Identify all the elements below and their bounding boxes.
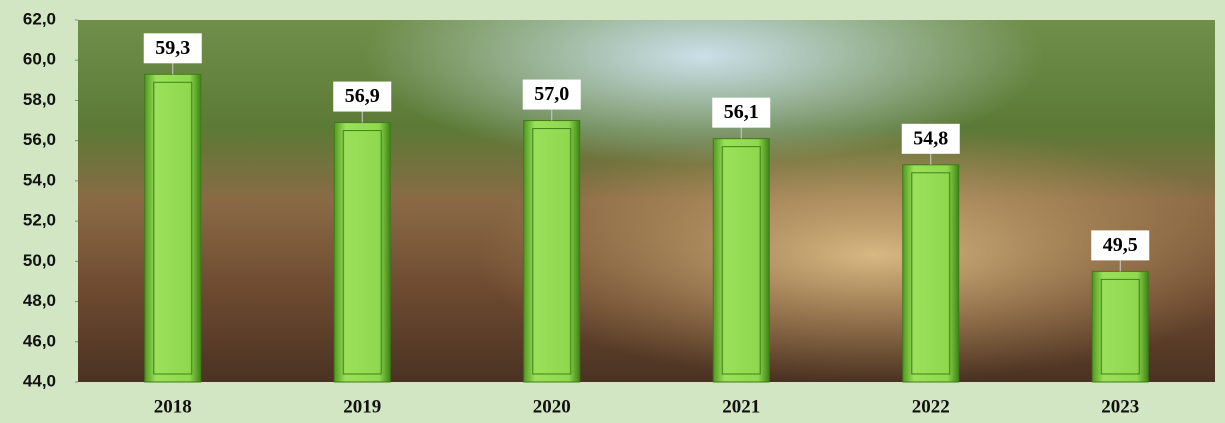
y-tick-label: 50,0 xyxy=(23,251,56,270)
x-tick-label: 2022 xyxy=(912,396,950,417)
x-tick-label: 2019 xyxy=(343,396,381,417)
bar xyxy=(333,122,391,383)
bar xyxy=(1091,270,1149,383)
value-label-box xyxy=(712,97,771,128)
value-label-box xyxy=(143,33,202,64)
value-label: 57,0 xyxy=(534,83,569,105)
bar-bevel xyxy=(342,130,382,375)
value-label-box xyxy=(1091,230,1150,261)
value-label: 49,5 xyxy=(1103,234,1138,256)
x-tick-label: 2020 xyxy=(533,396,571,417)
bar-bevel xyxy=(532,128,572,375)
y-tick-label: 58,0 xyxy=(23,90,56,109)
x-tick-label: 2021 xyxy=(722,396,760,417)
x-tick-label: 2018 xyxy=(154,396,192,417)
bar xyxy=(712,138,770,383)
y-tick-label: 44,0 xyxy=(23,371,56,390)
value-label-box xyxy=(522,79,581,110)
value-label: 56,9 xyxy=(345,85,380,107)
value-label: 56,1 xyxy=(724,101,759,123)
bar-bevel xyxy=(911,172,951,375)
value-label-box xyxy=(901,123,960,154)
bar-bevel xyxy=(721,146,761,375)
bar xyxy=(523,120,581,383)
bar xyxy=(144,73,202,383)
y-tick-label: 56,0 xyxy=(23,130,56,149)
y-tick-label: 62,0 xyxy=(23,9,56,28)
x-tick-label: 2023 xyxy=(1101,396,1139,417)
plot-potatoes xyxy=(78,20,1215,382)
value-label: 59,3 xyxy=(155,37,190,59)
bar-bevel xyxy=(1100,278,1140,375)
bar xyxy=(902,164,960,383)
y-tick-label: 46,0 xyxy=(23,331,56,350)
y-tick-label: 60,0 xyxy=(23,50,56,69)
value-label: 54,8 xyxy=(913,127,948,149)
y-tick-label: 48,0 xyxy=(23,291,56,310)
bar-bevel xyxy=(153,81,193,375)
y-tick-label: 54,0 xyxy=(23,170,56,189)
value-label-box xyxy=(333,81,392,112)
y-tick-label: 52,0 xyxy=(23,211,56,230)
